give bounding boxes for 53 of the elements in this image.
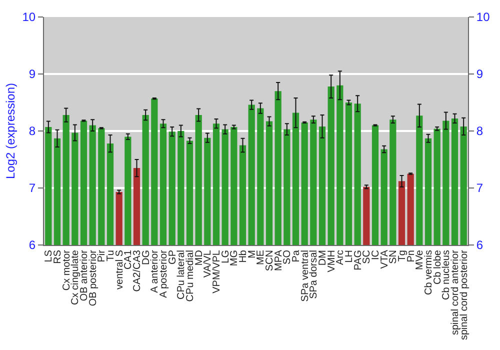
- x-tick-label: VTA: [379, 250, 390, 269]
- x-tick-label: DM: [318, 250, 328, 266]
- x-tick-label: M: [246, 250, 258, 258]
- x-tick-label: LG: [220, 250, 232, 264]
- x-tick-label: MPA: [273, 250, 284, 271]
- x-tick-label: CPu medial: [185, 250, 196, 302]
- x-tick-label: ME: [256, 250, 267, 265]
- x-tick-label: OB posterior: [88, 249, 99, 306]
- x-tick-label: PAG: [352, 250, 364, 270]
- x-tick-label: DG: [140, 250, 152, 265]
- y-tick-label: 10: [22, 10, 36, 24]
- x-tick-label: A anterior: [150, 249, 161, 293]
- x-tick-label: Tu: [106, 250, 116, 262]
- x-tick-label: VPM/VPL: [212, 250, 222, 294]
- x-tick-label: Cb nucleus: [441, 250, 452, 300]
- y2-tick-label: 6: [476, 238, 484, 252]
- x-tick-label: VMH: [326, 250, 338, 272]
- x-tick-label: Pir: [96, 249, 108, 262]
- x-tick-label: SPa dorsal: [308, 250, 320, 299]
- x-tick-label: Pn: [406, 250, 417, 262]
- x-tick-label: LS: [44, 250, 55, 262]
- x-tick-label: SCN: [264, 250, 276, 272]
- x-tick-label: Cb lobe: [432, 250, 444, 284]
- x-tick-label: SN: [388, 250, 400, 264]
- y2-tick-label: 7: [476, 181, 484, 196]
- y2-tick-label: 10: [476, 10, 490, 24]
- x-tick-label: spinal cord posterior: [458, 249, 470, 340]
- x-tick-label: RS: [52, 250, 64, 264]
- y-tick-label: 6: [28, 238, 36, 252]
- y-axis-title: Log2 (expression): [4, 82, 18, 180]
- x-tick-label: MVe: [414, 250, 426, 270]
- y-tick-label: 8: [28, 124, 36, 138]
- x-tick-label: ventral S: [114, 250, 126, 290]
- x-tick-label: Pa: [291, 250, 302, 262]
- y-tick-label: 7: [28, 181, 36, 196]
- x-tick-label: A posterior: [158, 249, 170, 298]
- x-tick-label: CA2/CA3: [132, 250, 143, 292]
- x-tick-label: IC: [370, 250, 382, 260]
- y-tick-label: 9: [28, 67, 36, 82]
- x-tick-label: SO: [282, 250, 294, 264]
- x-tick-label: OB anterior: [79, 249, 90, 302]
- x-tick-label: Cb vermis: [424, 250, 434, 296]
- x-tick-label: Cx cingulate: [70, 250, 82, 306]
- y2-tick-label: 8: [476, 124, 484, 138]
- x-tick-label: Arc: [335, 250, 346, 265]
- x-tick-label: SC: [362, 250, 373, 264]
- x-tick-label: spinal cord anterior: [450, 249, 461, 336]
- y2-tick-label: 9: [476, 67, 484, 82]
- x-tick-label: Tg: [397, 250, 408, 262]
- x-tick-label: LH: [344, 250, 355, 263]
- x-tick-label: GP: [167, 250, 178, 264]
- x-tick-label: CA1: [123, 250, 134, 270]
- x-tick-label: Hb: [238, 250, 249, 263]
